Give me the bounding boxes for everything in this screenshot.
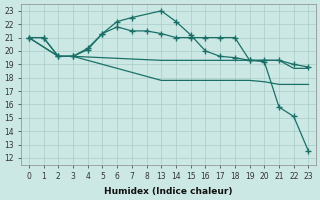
X-axis label: Humidex (Indice chaleur): Humidex (Indice chaleur) (104, 187, 233, 196)
